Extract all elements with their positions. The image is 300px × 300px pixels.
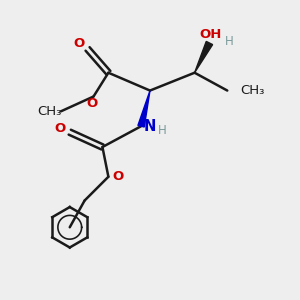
Text: O: O [113,170,124,183]
Text: O: O [55,122,66,135]
Polygon shape [195,41,213,73]
Text: N: N [144,119,156,134]
Text: OH: OH [200,28,222,41]
Text: CH₃: CH₃ [241,84,265,97]
Text: H: H [225,35,234,48]
Polygon shape [138,91,150,127]
Text: O: O [74,37,85,50]
Text: O: O [86,97,98,110]
Text: H: H [158,124,166,137]
Text: CH₃: CH₃ [38,105,62,118]
